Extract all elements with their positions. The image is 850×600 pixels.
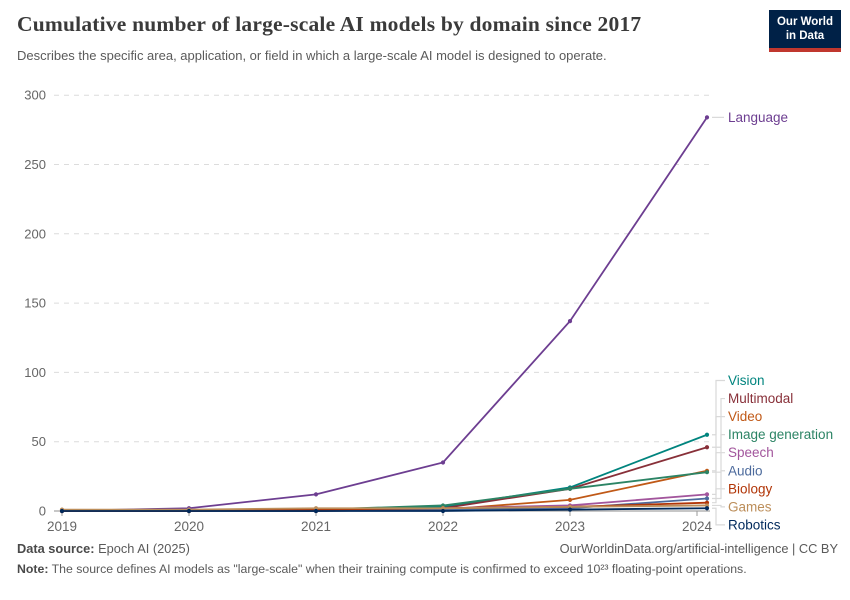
- legend-connector-video: [712, 416, 725, 472]
- x-tick-label: 2019: [47, 519, 77, 534]
- data-point-speech: [704, 492, 710, 497]
- data-point-robotics: [440, 508, 446, 514]
- series-label-image-generation[interactable]: Image generation: [728, 427, 833, 442]
- y-tick-label: 0: [39, 504, 46, 519]
- x-tick-label: 2020: [174, 519, 204, 534]
- data-point-image-generation: [704, 470, 710, 475]
- y-tick-label: 50: [32, 434, 46, 449]
- data-point-robotics: [186, 508, 192, 514]
- x-tick-label: 2024: [682, 519, 713, 534]
- chart-note: Note: The source defines AI models as "l…: [17, 562, 838, 576]
- series-label-audio[interactable]: Audio: [728, 463, 763, 478]
- legend-connector-robotics: [712, 507, 725, 526]
- series-line-vision[interactable]: [62, 433, 708, 512]
- chart-subtitle: Describes the specific area, application…: [17, 48, 607, 63]
- data-point-language: [440, 460, 446, 465]
- data-point-robotics: [567, 507, 573, 512]
- series-label-speech[interactable]: Speech: [728, 445, 774, 460]
- data-source-label: Data source:: [17, 541, 95, 556]
- y-tick-label: 150: [24, 296, 46, 311]
- data-point-audio: [704, 496, 710, 501]
- data-point-robotics: [313, 508, 319, 514]
- y-tick-label: 300: [24, 88, 46, 103]
- attribution-link[interactable]: OurWorldinData.org/artificial-intelligen…: [559, 541, 838, 556]
- chart-note-value: The source defines AI models as "large-s…: [48, 562, 747, 576]
- legend-connector-biology: [712, 488, 725, 504]
- data-point-language: [704, 115, 710, 120]
- legend-connector-multimodal: [712, 397, 725, 448]
- data-point-language: [567, 319, 573, 324]
- x-tick-label: 2021: [301, 519, 331, 534]
- data-point-robotics: [704, 506, 710, 511]
- data-point-video: [567, 497, 573, 503]
- data-point-language: [313, 492, 319, 497]
- legend-connector-games: [712, 504, 725, 508]
- data-point-image-generation: [567, 486, 573, 491]
- series-label-games[interactable]: Games: [728, 499, 772, 514]
- legend-connector-image-generation: [712, 434, 725, 473]
- series-label-multimodal[interactable]: Multimodal: [728, 391, 793, 406]
- legend-connector-vision: [712, 379, 725, 436]
- series-label-vision[interactable]: Vision: [728, 373, 765, 388]
- data-source-value: Epoch AI (2025): [94, 541, 190, 556]
- series-line-games[interactable]: [62, 504, 708, 511]
- y-tick-label: 250: [24, 157, 46, 172]
- series-label-biology[interactable]: Biology: [728, 481, 773, 496]
- chart-footer: Data source: Epoch AI (2025) OurWorldinD…: [17, 541, 838, 576]
- owid-logo-line1: Our World: [776, 16, 833, 28]
- series-label-video[interactable]: Video: [728, 409, 762, 424]
- chart-note-label: Note:: [17, 562, 49, 576]
- data-source: Data source: Epoch AI (2025): [17, 541, 190, 556]
- x-tick-label: 2022: [428, 519, 458, 534]
- series-line-language[interactable]: [61, 116, 708, 512]
- owid-logo: Our World in Data: [769, 10, 841, 52]
- data-point-vision: [704, 432, 710, 437]
- series-label-language[interactable]: Language: [728, 110, 788, 125]
- x-tick-label: 2023: [555, 519, 585, 534]
- chart-title: Cumulative number of large-scale AI mode…: [17, 12, 642, 36]
- legend-connector-speech: [712, 452, 725, 495]
- y-tick-label: 200: [24, 226, 46, 241]
- owid-logo-line2: in Data: [785, 30, 825, 43]
- data-point-robotics: [59, 508, 65, 514]
- y-tick-label: 100: [24, 365, 46, 380]
- data-point-multimodal: [704, 445, 710, 450]
- series-line-robotics[interactable]: [62, 507, 708, 512]
- series-label-robotics[interactable]: Robotics: [728, 517, 781, 532]
